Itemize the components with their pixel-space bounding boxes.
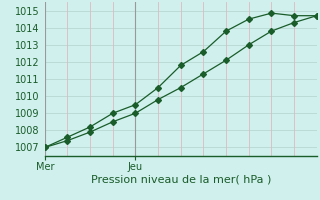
X-axis label: Pression niveau de la mer( hPa ): Pression niveau de la mer( hPa ) <box>91 174 271 184</box>
